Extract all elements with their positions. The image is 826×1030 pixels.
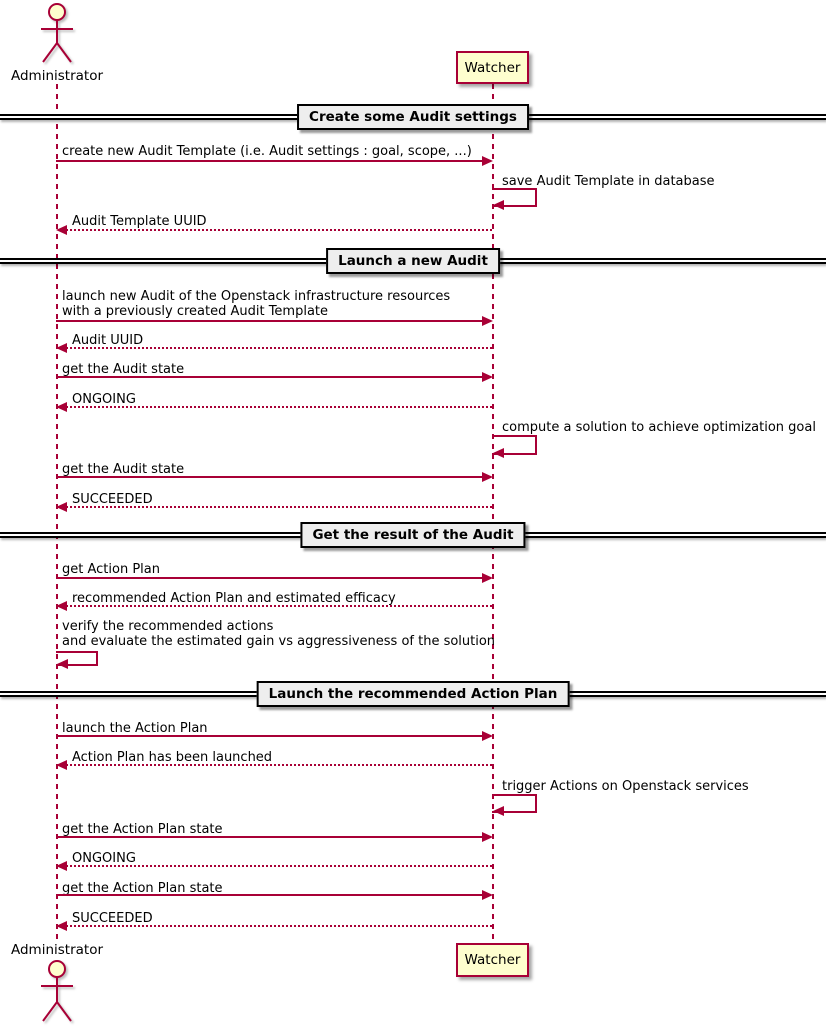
return-arrow (66, 506, 492, 508)
return-arrow (66, 605, 492, 607)
message-text: ONGOING (72, 392, 136, 407)
arrowhead-left-icon (56, 760, 67, 770)
arrowhead-right-icon (482, 731, 493, 741)
self-message-loop (492, 435, 537, 455)
message-text: verify the recommended actions and evalu… (62, 619, 496, 649)
watcher-lifeline (492, 84, 494, 944)
administrator-label-bottom: Administrator (10, 942, 104, 958)
divider-label-launch-action-plan: Launch the recommended Action Plan (256, 681, 570, 707)
arrowhead-right-icon (482, 156, 493, 166)
arrowhead-right-icon (482, 890, 493, 900)
message-text: create new Audit Template (i.e. Audit se… (62, 144, 472, 159)
solid-arrow (56, 320, 483, 322)
solid-arrow (56, 894, 483, 896)
arrowhead-right-icon (482, 573, 493, 583)
return-arrow (66, 865, 492, 867)
return-arrow (66, 347, 492, 349)
message-text: get the Audit state (62, 362, 185, 377)
message-text: SUCCEEDED (72, 492, 153, 507)
message-text: launch new Audit of the Openstack infras… (62, 289, 451, 319)
arrowhead-left-icon (57, 659, 68, 669)
return-arrow (66, 764, 492, 766)
arrowhead-left-icon (493, 448, 504, 458)
solid-arrow (56, 476, 483, 478)
solid-arrow (56, 836, 483, 838)
divider-label-launch-new-audit: Launch a new Audit (326, 248, 500, 274)
actor-icon (41, 960, 73, 1022)
message-text: get Action Plan (62, 562, 160, 577)
message-text: get the Action Plan state (62, 822, 223, 837)
message-text: compute a solution to achieve optimizati… (502, 420, 816, 435)
divider-label-create-audit-settings: Create some Audit settings (297, 104, 529, 130)
arrowhead-left-icon (56, 402, 67, 412)
message-text: trigger Actions on Openstack services (502, 779, 749, 794)
message-text: launch the Action Plan (62, 721, 208, 736)
solid-arrow (56, 735, 483, 737)
self-message-loop (492, 794, 537, 813)
arrowhead-left-icon (493, 806, 504, 816)
actor-icon (41, 3, 73, 63)
watcher-participant-bottom: Watcher (456, 943, 529, 977)
arrowhead-left-icon (56, 343, 67, 353)
message-text: recommended Action Plan and estimated ef… (72, 591, 396, 606)
return-arrow (66, 925, 492, 927)
arrowhead-left-icon (56, 861, 67, 871)
solid-arrow (56, 577, 483, 579)
administrator-lifeline (56, 84, 58, 944)
message-text: save Audit Template in database (502, 174, 715, 189)
arrowhead-left-icon (493, 200, 504, 210)
arrowhead-right-icon (482, 472, 493, 482)
return-arrow (66, 406, 492, 408)
self-message-loop (56, 651, 98, 666)
self-message-loop (492, 188, 537, 207)
arrowhead-right-icon (482, 832, 493, 842)
message-text: Audit UUID (72, 333, 144, 348)
arrowhead-left-icon (56, 225, 67, 235)
message-text: get the Action Plan state (62, 881, 223, 896)
watcher-label-top: Watcher (464, 59, 521, 76)
message-text: SUCCEEDED (72, 911, 153, 926)
message-text: ONGOING (72, 851, 136, 866)
message-text: Action Plan has been launched (72, 750, 273, 765)
return-arrow (66, 229, 492, 231)
watcher-participant-top: Watcher (456, 51, 529, 84)
divider-label-get-audit-result: Get the result of the Audit (300, 522, 526, 548)
message-text: get the Audit state (62, 462, 185, 477)
arrowhead-right-icon (482, 372, 493, 382)
solid-arrow (56, 160, 483, 162)
arrowhead-right-icon (482, 316, 493, 326)
watcher-label-bottom: Watcher (464, 952, 521, 968)
administrator-label-top: Administrator (10, 68, 104, 84)
arrowhead-left-icon (56, 601, 67, 611)
solid-arrow (56, 376, 483, 378)
message-text: Audit Template UUID (72, 214, 207, 229)
arrowhead-left-icon (56, 502, 67, 512)
arrowhead-left-icon (56, 921, 67, 931)
